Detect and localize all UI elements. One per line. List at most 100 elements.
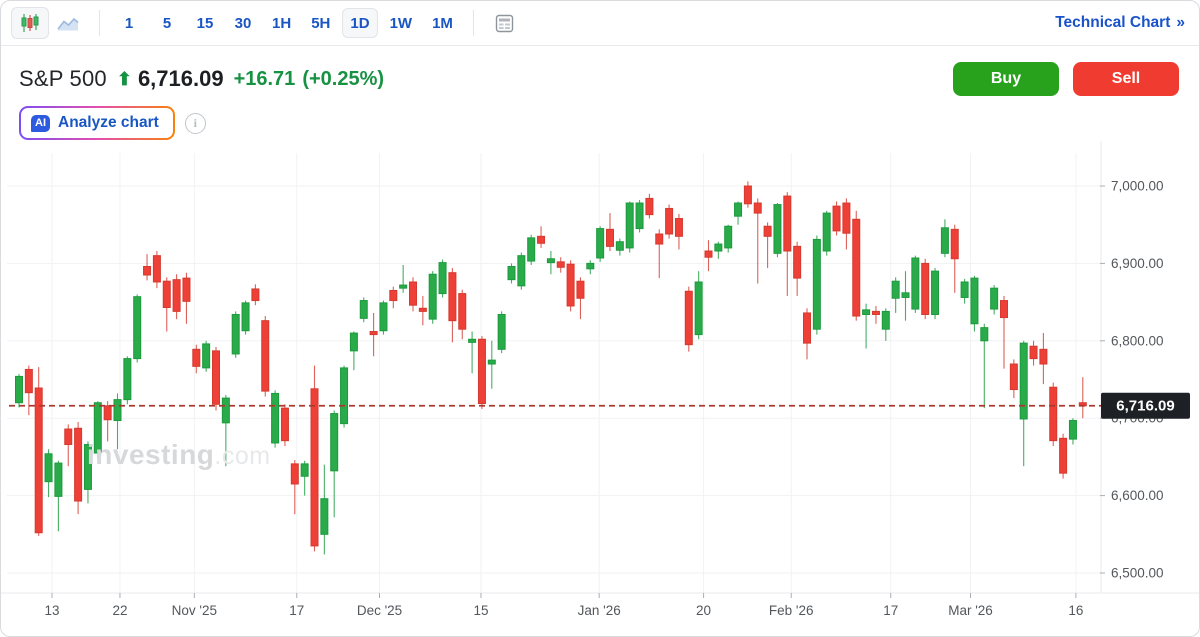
candle-body[interactable]: [596, 228, 605, 259]
candle-body[interactable]: [1000, 300, 1008, 319]
candle-body[interactable]: [349, 332, 358, 352]
timeframe-button-30[interactable]: 30: [234, 14, 252, 32]
candle-body[interactable]: [389, 289, 398, 302]
candle-body[interactable]: [280, 407, 289, 442]
candle-body[interactable]: [773, 204, 782, 254]
candle-body[interactable]: [665, 207, 674, 235]
candle-body[interactable]: [881, 310, 890, 330]
candle-body[interactable]: [83, 444, 92, 490]
candle-body[interactable]: [64, 428, 73, 446]
candle-body[interactable]: [517, 255, 526, 287]
candle-body[interactable]: [340, 367, 349, 425]
candle-body[interactable]: [743, 185, 752, 205]
timeframe-button-1h[interactable]: 1H: [272, 14, 292, 32]
candle-body[interactable]: [152, 255, 161, 283]
candle-body[interactable]: [1068, 420, 1077, 440]
candlestick-chart-button[interactable]: [11, 7, 49, 39]
candle-body[interactable]: [428, 273, 437, 320]
candle-body[interactable]: [34, 387, 43, 534]
candle-body[interactable]: [241, 302, 250, 332]
candle-body[interactable]: [1009, 363, 1018, 391]
candle-body[interactable]: [684, 290, 693, 346]
candle-body[interactable]: [1029, 345, 1038, 360]
candle-body[interactable]: [409, 281, 417, 306]
candle-body[interactable]: [320, 498, 329, 535]
candle-body[interactable]: [507, 265, 516, 281]
candle-body[interactable]: [359, 300, 368, 319]
sell-button[interactable]: Sell: [1073, 62, 1179, 96]
candle-body[interactable]: [783, 195, 792, 252]
buy-button[interactable]: Buy: [953, 62, 1059, 96]
candle-body[interactable]: [921, 262, 930, 315]
candle-body[interactable]: [793, 245, 802, 279]
candle-body[interactable]: [74, 427, 83, 502]
candle-body[interactable]: [862, 309, 871, 315]
candle-body[interactable]: [261, 320, 270, 392]
candle-body[interactable]: [15, 375, 23, 404]
candle-body[interactable]: [54, 462, 63, 497]
candle-body[interactable]: [123, 358, 132, 401]
candle-body[interactable]: [497, 313, 506, 350]
candle-body[interactable]: [310, 388, 319, 547]
candle-body[interactable]: [330, 413, 339, 472]
candle-body[interactable]: [527, 237, 536, 262]
candle-body[interactable]: [674, 218, 683, 237]
candle-body[interactable]: [586, 262, 595, 270]
timeframe-button-1d[interactable]: 1D: [342, 8, 378, 38]
candle-body[interactable]: [842, 202, 851, 234]
candle-body[interactable]: [990, 287, 999, 310]
timeframe-button-15[interactable]: 15: [196, 14, 214, 32]
candle-body[interactable]: [803, 312, 811, 344]
candle-body[interactable]: [1049, 386, 1058, 442]
candle-body[interactable]: [753, 202, 762, 214]
timeframe-button-5[interactable]: 5: [162, 14, 172, 32]
candle-body[interactable]: [537, 235, 546, 244]
candle-body[interactable]: [271, 392, 280, 444]
candle-body[interactable]: [1019, 342, 1028, 420]
candle-body[interactable]: [113, 399, 122, 422]
candle-body[interactable]: [606, 228, 614, 247]
candle-body[interactable]: [202, 343, 211, 369]
candle-body[interactable]: [399, 284, 408, 289]
candle-body[interactable]: [418, 307, 427, 312]
price-chart[interactable]: investing.com 7,000.00 6,900.00 6,800.00 6,…: [1, 141, 1200, 637]
candle-body[interactable]: [635, 202, 644, 230]
candle-body[interactable]: [645, 197, 654, 216]
candle-body[interactable]: [724, 225, 733, 249]
candle-body[interactable]: [615, 241, 624, 251]
info-icon[interactable]: i: [184, 112, 206, 134]
candle-body[interactable]: [822, 212, 831, 252]
candle-body[interactable]: [655, 233, 664, 245]
candle-body[interactable]: [162, 280, 171, 309]
candlestick-chart-canvas[interactable]: 7,000.006,900.006,800.006,700.006,600.00…: [1, 141, 1200, 637]
candle-body[interactable]: [901, 292, 910, 298]
candle-body[interactable]: [182, 277, 191, 302]
candle-body[interactable]: [891, 280, 900, 299]
candle-body[interactable]: [231, 313, 240, 355]
candle-body[interactable]: [221, 397, 230, 424]
analyze-chart-button[interactable]: AI Analyze chart: [19, 106, 175, 140]
candle-body[interactable]: [852, 218, 861, 317]
candle-body[interactable]: [93, 402, 102, 454]
candle-body[interactable]: [704, 250, 713, 258]
candle-body[interactable]: [468, 338, 477, 343]
candle-body[interactable]: [980, 327, 989, 342]
candle-body[interactable]: [812, 238, 821, 330]
candle-body[interactable]: [940, 227, 949, 254]
candle-body[interactable]: [911, 257, 920, 310]
candle-body[interactable]: [556, 261, 565, 268]
candle-body[interactable]: [438, 262, 447, 295]
candle-body[interactable]: [931, 270, 940, 315]
candle-body[interactable]: [734, 202, 743, 217]
candle-body[interactable]: [458, 293, 467, 330]
candle-body[interactable]: [192, 348, 201, 367]
candle-body[interactable]: [763, 225, 772, 237]
candle-body[interactable]: [487, 359, 496, 365]
candle-body[interactable]: [970, 277, 979, 325]
news-button[interactable]: [486, 7, 524, 39]
candle-body[interactable]: [44, 453, 53, 483]
candle-body[interactable]: [546, 258, 555, 264]
candle-body[interactable]: [871, 310, 880, 315]
candle-body[interactable]: [714, 243, 723, 252]
candle-body[interactable]: [133, 296, 142, 360]
